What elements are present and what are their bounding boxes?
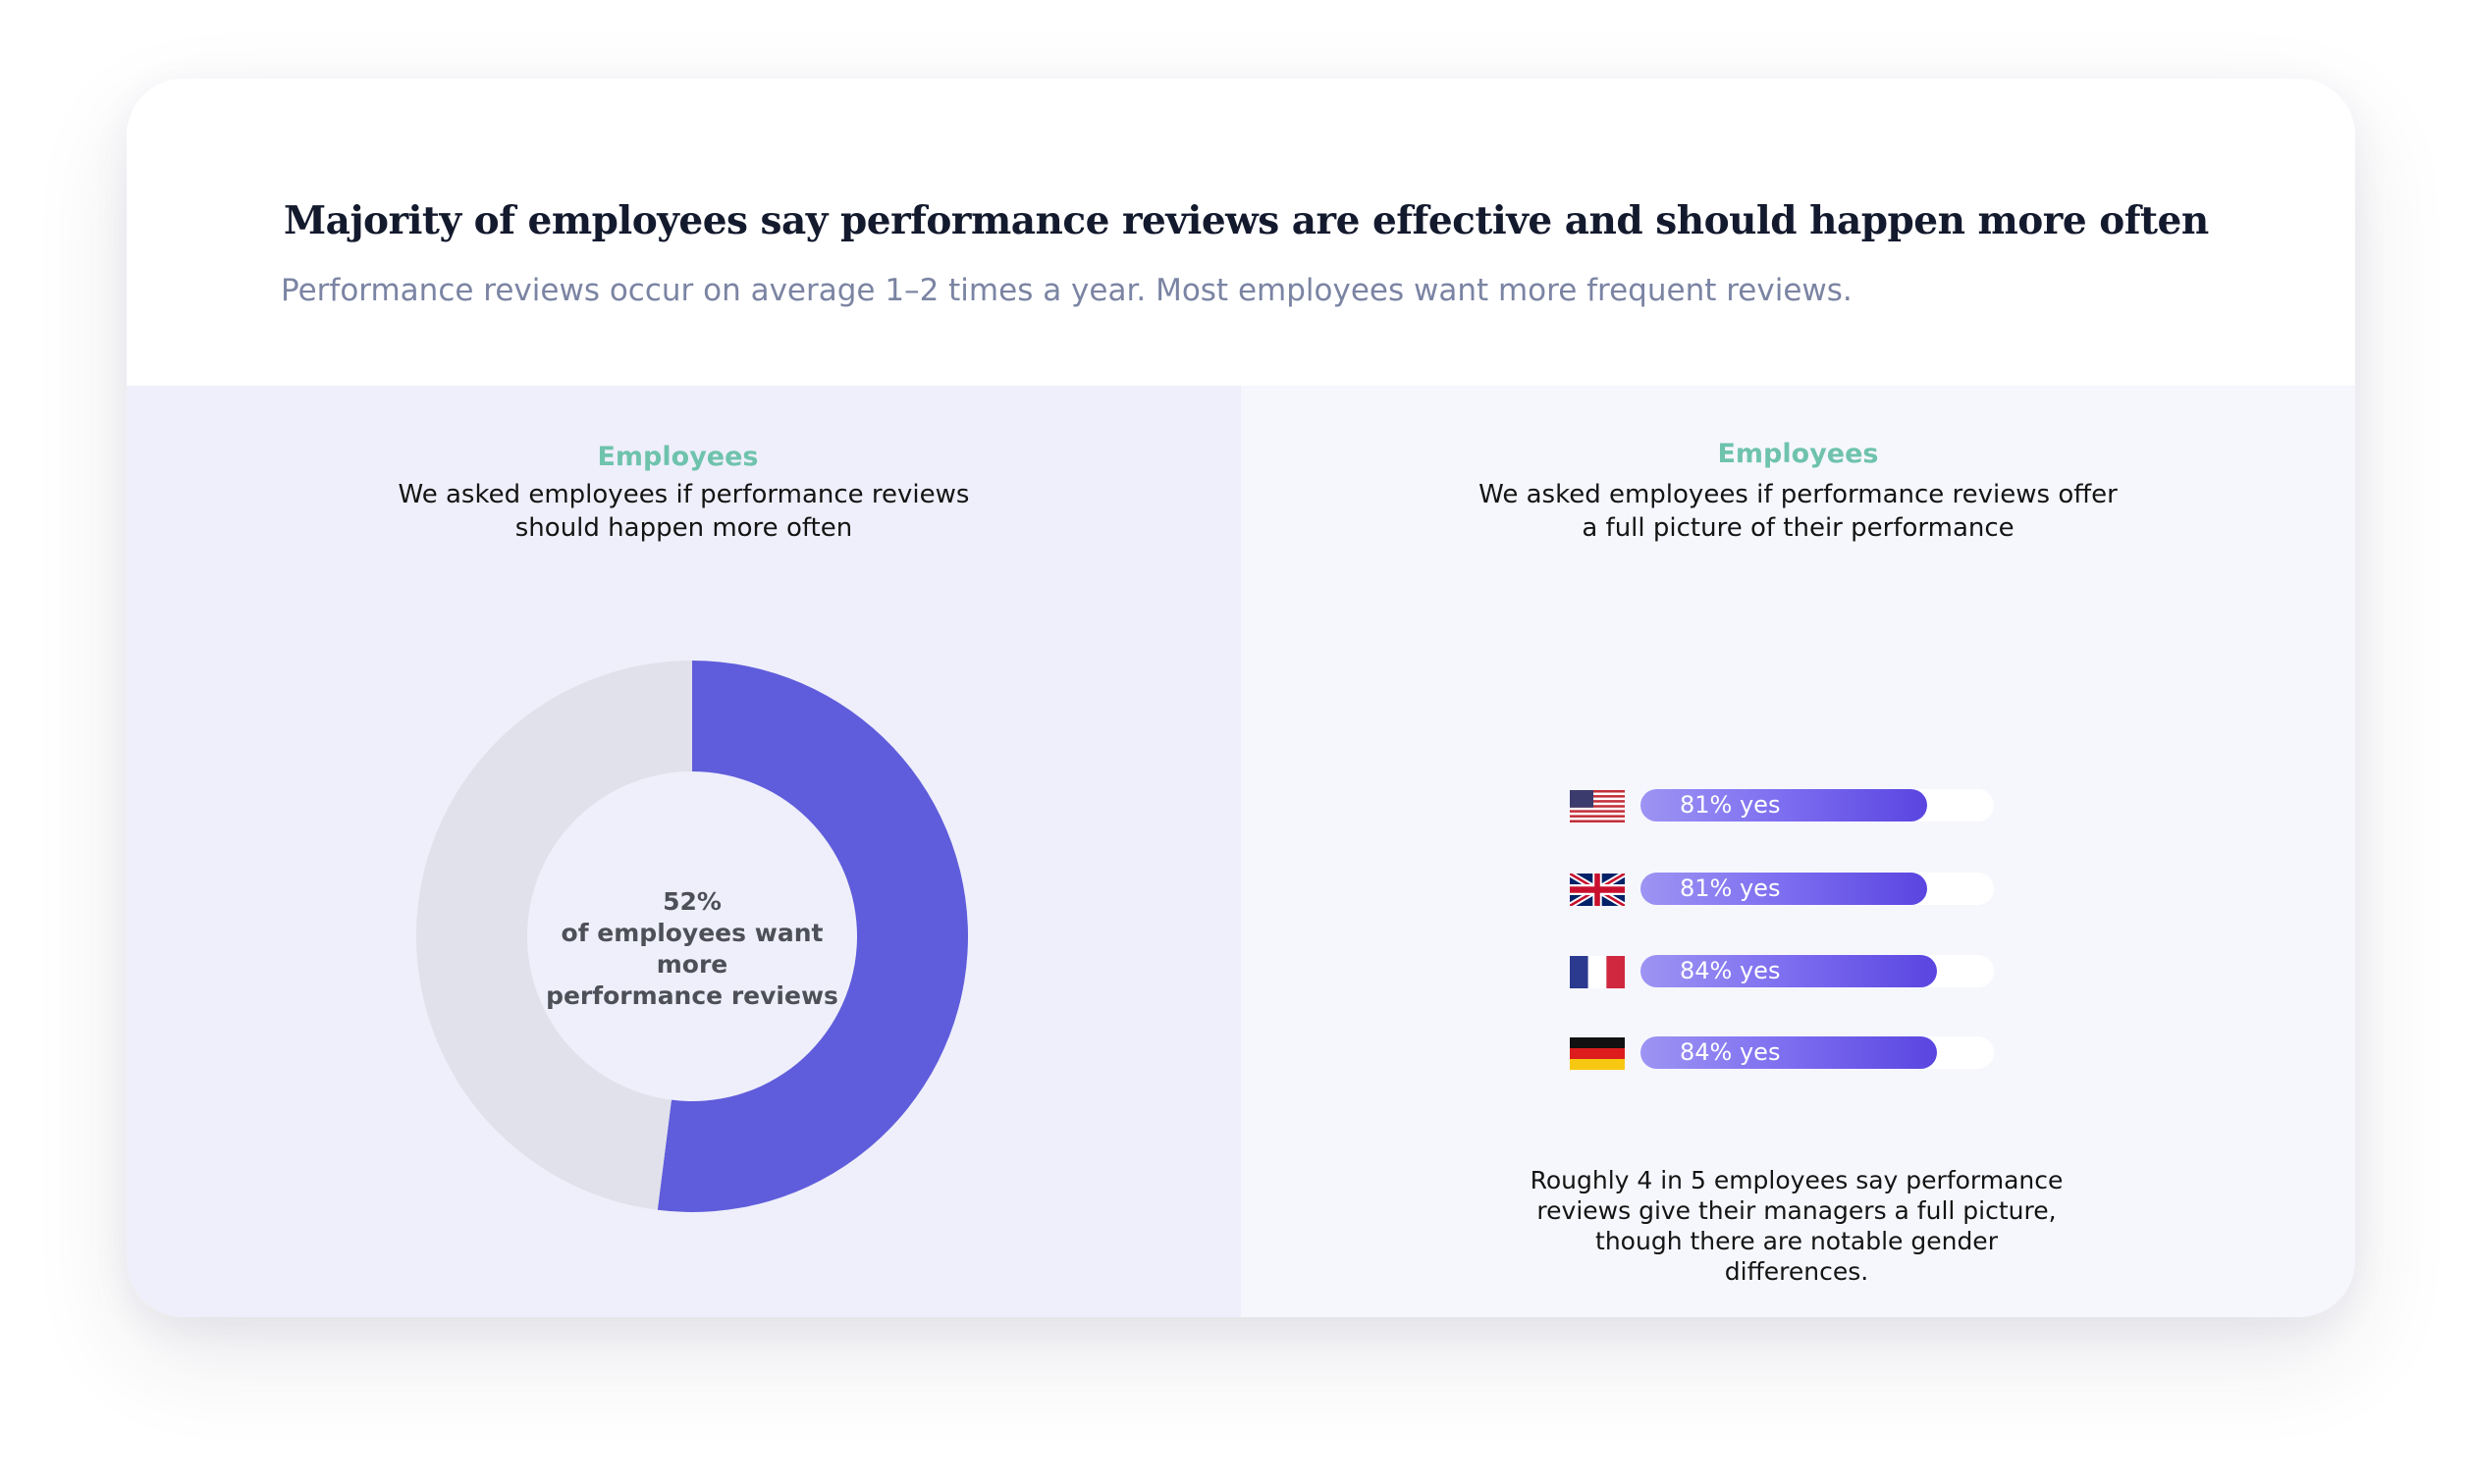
donut-center-line-2: performance reviews: [546, 981, 838, 1010]
chart-card: Majority of employees say performance re…: [127, 79, 2355, 1317]
left-question-line-2: should happen more often: [514, 513, 853, 543]
footnote-line-4: differences.: [1724, 1257, 1869, 1286]
bar-track-france: 84% yes: [1640, 955, 1994, 987]
bar-row-us: 81% yes: [1570, 786, 2002, 825]
bar-fill-us: 81% yes: [1640, 789, 1927, 822]
bar-fill-germany: 84% yes: [1640, 1036, 1938, 1069]
left-panel: Employees We asked employees if performa…: [127, 386, 1241, 1317]
bar-row-germany: 84% yes: [1570, 1034, 2002, 1073]
bar-label-germany: 84% yes: [1680, 1038, 1781, 1066]
bar-track-uk: 81% yes: [1640, 873, 1994, 905]
right-panel-question: We asked employees if performance review…: [1241, 478, 2355, 545]
page-title: Majority of employees say performance re…: [284, 198, 2209, 243]
bar-row-uk: 81% yes: [1570, 870, 2002, 909]
bar-fill-uk: 81% yes: [1640, 873, 1927, 905]
donut-center-value: 52%: [663, 887, 722, 916]
footnote-line-3: though there are notable gender: [1595, 1227, 1998, 1255]
left-question-line-1: We asked employees if performance review…: [398, 480, 970, 509]
donut-slice-remainder: [416, 661, 692, 1210]
right-panel: Employees We asked employees if performa…: [1241, 386, 2355, 1317]
left-panel-eyebrow: Employees: [597, 442, 759, 472]
france-flag-icon: [1570, 956, 1625, 988]
bar-fill-france: 84% yes: [1640, 955, 1938, 987]
footnote-line-1: Roughly 4 in 5 employees say performance: [1530, 1166, 2064, 1194]
donut-center-label: 52% of employees want more performance r…: [534, 886, 850, 1012]
donut-svg: [416, 661, 968, 1212]
bar-row-france: 84% yes: [1570, 952, 2002, 991]
bar-label-uk: 81% yes: [1680, 874, 1781, 902]
bar-label-us: 81% yes: [1680, 791, 1781, 819]
bar-track-germany: 84% yes: [1640, 1036, 1994, 1069]
uk-flag-icon: [1570, 874, 1625, 906]
right-panel-footnote: Roughly 4 in 5 employees say performance…: [1516, 1165, 2077, 1287]
donut-slice-want-more: [657, 661, 968, 1212]
germany-flag-icon: [1570, 1037, 1625, 1070]
right-panel-eyebrow: Employees: [1717, 439, 1879, 469]
us-flag-icon: [1570, 790, 1625, 822]
right-question-line-1: We asked employees if performance review…: [1478, 480, 2118, 509]
bar-track-us: 81% yes: [1640, 789, 1994, 822]
page-subtitle: Performance reviews occur on average 1–2…: [281, 273, 1853, 308]
donut-chart: 52% of employees want more performance r…: [416, 661, 968, 1212]
card-header: Majority of employees say performance re…: [127, 79, 2355, 386]
donut-center-line-1: of employees want more: [561, 919, 824, 979]
footnote-line-2: reviews give their managers a full pictu…: [1536, 1196, 2057, 1225]
bar-label-france: 84% yes: [1680, 957, 1781, 984]
left-panel-question: We asked employees if performance review…: [127, 478, 1241, 545]
right-question-line-2: a full picture of their performance: [1582, 513, 2015, 543]
